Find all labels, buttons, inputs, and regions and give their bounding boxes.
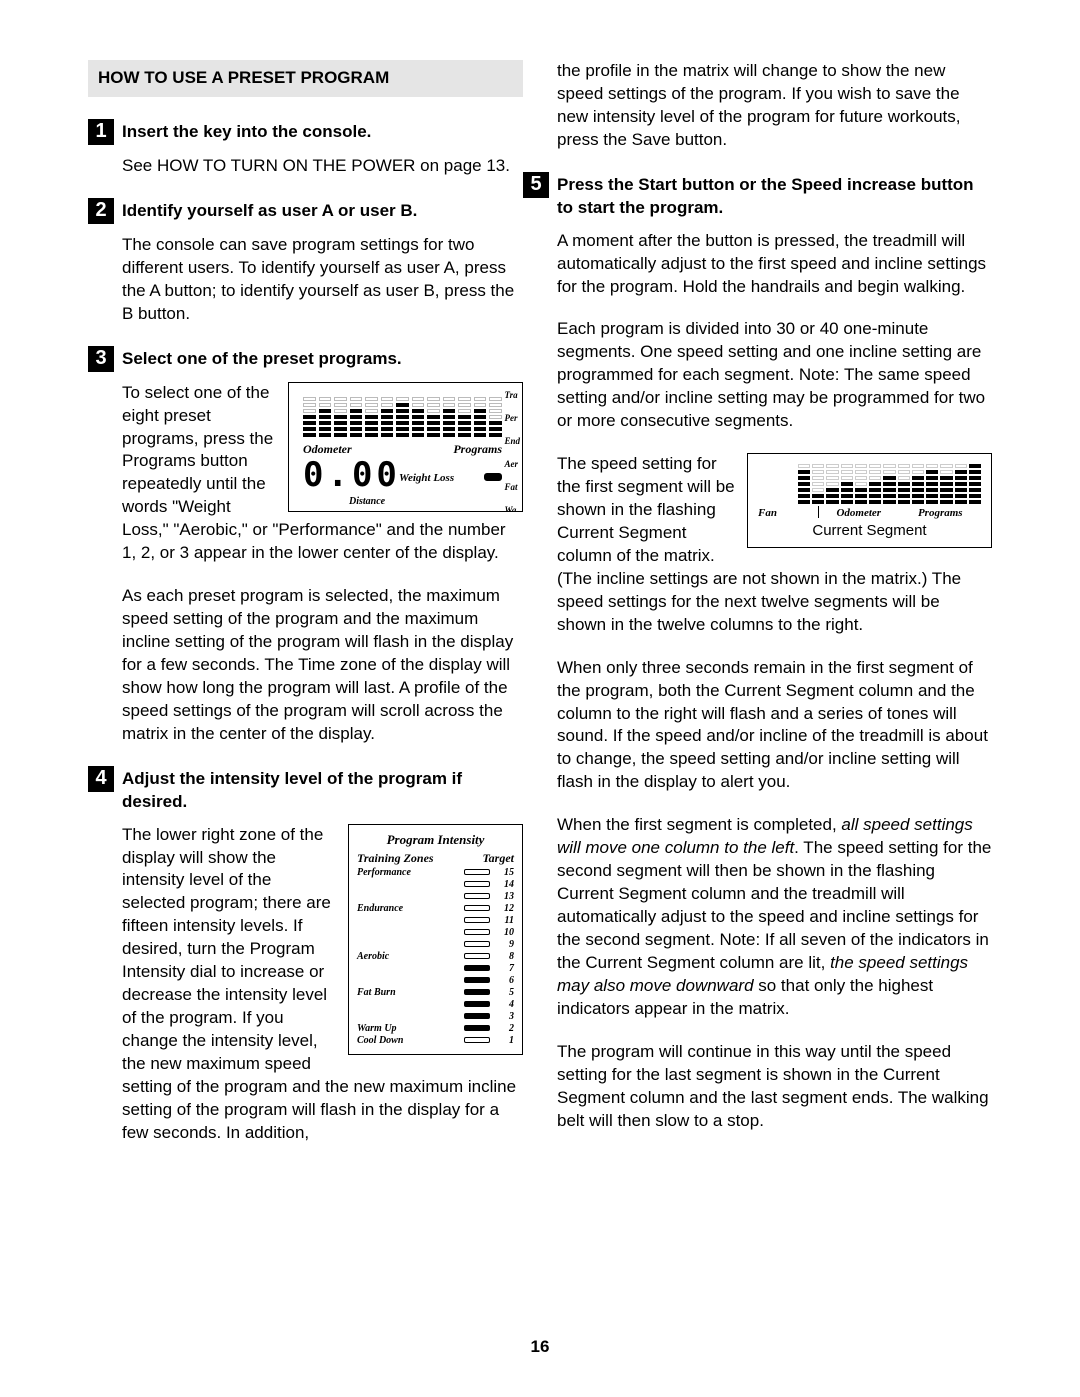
step-number-icon: 1 [88,119,114,145]
program-intensity-figure: Program Intensity Training Zones Target … [348,824,523,1056]
step-5-header: 5 Press the Start button or the Speed in… [523,172,992,220]
fan-label: Fan [758,506,798,521]
continuation-paragraph: the profile in the matrix will change to… [557,60,992,152]
fig2-title: Program Intensity [357,831,514,849]
odometer-label: Odometer [798,506,900,521]
target-label: Target [482,850,514,866]
step-1-title: Insert the key into the console. [122,119,371,144]
step-5-p2: Each program is divided into 30 or 40 on… [557,318,992,433]
step-3-body: Odometer Programs 0.00 Weight Loss Dista… [122,382,523,746]
programs-label: Programs [900,506,982,521]
step-number-icon: 3 [88,346,114,372]
step-4-title: Adjust the intensity level of the progra… [122,766,523,814]
section-header: HOW TO USE A PRESET PROGRAM [88,60,523,97]
step-number-icon: 4 [88,766,114,792]
seven-segment-display: 0.00 [303,458,401,492]
current-segment-figure: Fan Odometer Programs Current Segment [747,453,992,548]
step-1-p1: See HOW TO TURN ON THE POWER on page 13. [122,155,523,178]
step-3-p2: As each preset program is selected, the … [122,585,523,746]
fig2-rows: Performance151413Endurance1211109Aerobic… [357,866,514,1046]
step-3-header: 3 Select one of the preset programs. [88,346,523,372]
step-2-header: 2 Identify yourself as user A or user B. [88,198,523,224]
matrix-bars [303,391,502,437]
fig3-labels: Fan Odometer Programs [758,506,981,521]
step-1-header: 1 Insert the key into the console. [88,119,523,145]
right-column: the profile in the matrix will change to… [557,60,992,1165]
indicator-icon [484,473,502,481]
page-number: 16 [0,1336,1080,1359]
fig1-side-labels: TraPerEndAerFatWa [504,389,520,512]
page-columns: HOW TO USE A PRESET PROGRAM 1 Insert the… [88,60,992,1165]
current-segment-caption: Current Segment [748,521,991,541]
step-5-p5: When the first segment is completed, all… [557,814,992,1020]
fig2-header: Training Zones Target [357,850,514,866]
weight-loss-label: Weight Loss [399,471,454,486]
programs-label: Programs [453,441,502,457]
step-5-p6: The program will continue in this way un… [557,1041,992,1133]
step-5-p1: A moment after the button is pressed, th… [557,230,992,299]
step-number-icon: 2 [88,198,114,224]
step-5-p4: When only three seconds remain in the fi… [557,657,992,795]
step-number-icon: 5 [523,172,549,198]
step-5-figure-wrap: Fan Odometer Programs Current Segment Th… [557,453,992,637]
left-column: HOW TO USE A PRESET PROGRAM 1 Insert the… [88,60,523,1165]
step-2-title: Identify yourself as user A or user B. [122,198,417,223]
step-4-body: Program Intensity Training Zones Target … [122,824,523,1145]
console-display-figure: Odometer Programs 0.00 Weight Loss Dista… [288,382,523,512]
distance-label: Distance [349,495,385,509]
training-zones-label: Training Zones [357,850,482,866]
step-2-body: The console can save program settings fo… [122,234,523,326]
step-4-header: 4 Adjust the intensity level of the prog… [88,766,523,814]
fig3-matrix [798,460,981,504]
step-3-title: Select one of the preset programs. [122,346,402,371]
step-2-p1: The console can save program settings fo… [122,234,523,326]
step-1-body: See HOW TO TURN ON THE POWER on page 13. [122,155,523,178]
step-5-title: Press the Start button or the Speed incr… [557,172,992,220]
